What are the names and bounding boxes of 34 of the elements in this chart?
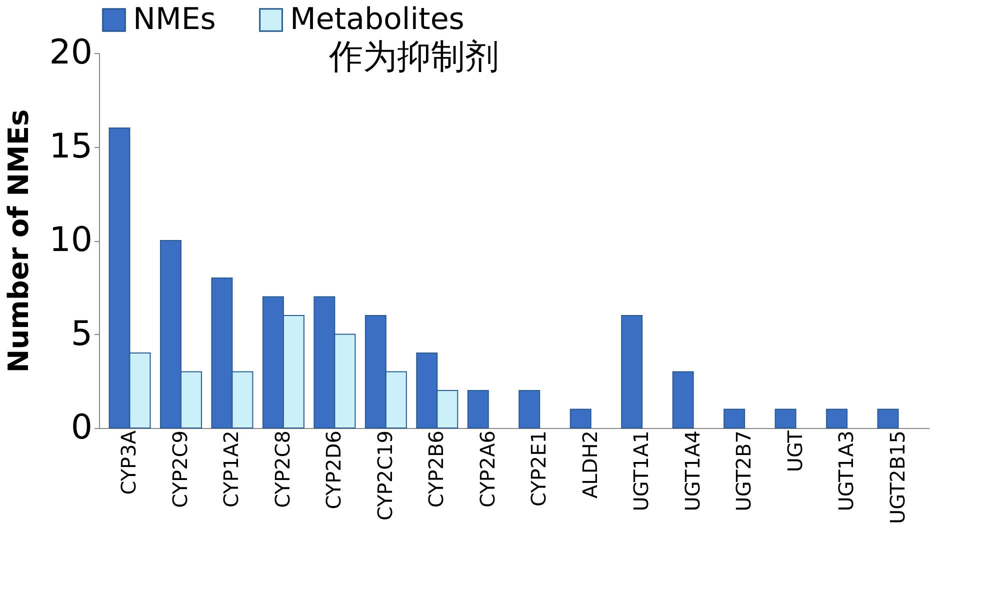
x-tick-label: CYP3A: [116, 430, 141, 495]
bar: [774, 408, 796, 428]
x-tick-label: UGT1A1: [629, 430, 654, 512]
x-tick-label: CYP2C9: [168, 430, 192, 508]
legend-label: NMEs: [133, 2, 216, 37]
x-tick-label: CYP2B6: [424, 430, 448, 508]
y-axis-title: Number of NMEs: [2, 109, 36, 373]
bar: [826, 408, 848, 428]
x-tick-label: UGT1A4: [680, 430, 704, 512]
bar: [570, 408, 592, 428]
x-tick-label: CYP2E1: [526, 430, 551, 506]
bar: [621, 315, 643, 428]
bar: [724, 408, 746, 428]
x-tick-label: UGT: [782, 430, 807, 472]
x-tick-label: UGT2B7: [732, 430, 756, 512]
x-tick-label: CYP2C19: [372, 430, 397, 521]
bar: [467, 390, 489, 428]
x-tick-label: UGT2B15: [885, 430, 910, 524]
y-tick-label: 20: [49, 32, 92, 72]
bar: [877, 408, 899, 428]
y-tick-label: 5: [70, 314, 92, 354]
x-tick-label: CYP2D6: [322, 430, 346, 510]
x-tick-label: UGT1A3: [834, 430, 858, 512]
x-tick-label: CYP2A6: [475, 430, 500, 508]
y-tick-label: 15: [49, 126, 92, 166]
y-tick-label: 0: [70, 408, 92, 448]
x-tick-label: CYP1A2: [219, 430, 244, 508]
x-tick-label: ALDH2: [578, 430, 602, 498]
bar: [672, 371, 694, 428]
bar: [518, 390, 540, 428]
y-tick-label: 10: [49, 220, 92, 260]
x-tick-label: CYP2C8: [270, 430, 294, 508]
chart-title: 作为抑制剂: [328, 37, 499, 77]
legend-label: Metabolites: [290, 2, 464, 37]
